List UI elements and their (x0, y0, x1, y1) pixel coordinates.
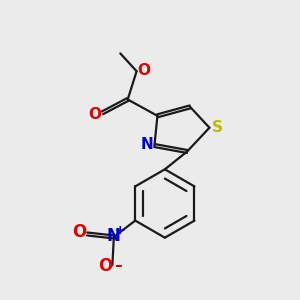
Text: O: O (98, 257, 112, 275)
Text: O: O (138, 63, 151, 78)
Text: O: O (88, 107, 101, 122)
Text: –: – (114, 258, 122, 273)
Text: N: N (141, 137, 153, 152)
Text: N: N (107, 227, 121, 245)
Text: S: S (212, 120, 223, 135)
Text: +: + (115, 224, 126, 237)
Text: O: O (73, 224, 87, 242)
